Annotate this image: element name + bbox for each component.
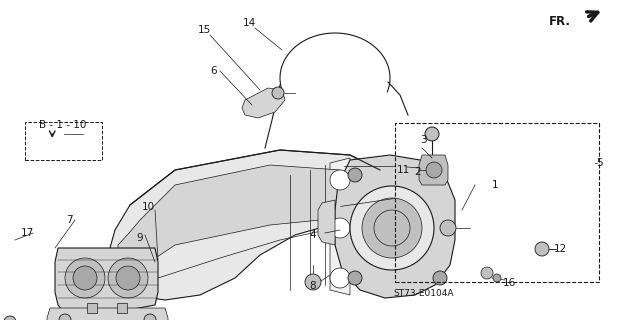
Polygon shape (335, 155, 455, 298)
Text: 2: 2 (415, 167, 421, 177)
Polygon shape (330, 158, 350, 295)
Text: 5: 5 (597, 158, 603, 168)
Circle shape (73, 266, 97, 290)
Text: 7: 7 (66, 215, 73, 225)
Circle shape (59, 314, 71, 320)
Circle shape (108, 258, 148, 298)
Polygon shape (118, 165, 370, 270)
Polygon shape (419, 155, 448, 185)
Polygon shape (108, 150, 385, 300)
Text: 14: 14 (242, 18, 255, 28)
Text: ST73-E0104A: ST73-E0104A (394, 289, 454, 298)
Text: 15: 15 (197, 25, 211, 35)
Circle shape (330, 218, 350, 238)
Circle shape (440, 220, 456, 236)
Circle shape (348, 271, 362, 285)
Polygon shape (55, 248, 158, 310)
Text: 10: 10 (141, 202, 155, 212)
Text: 9: 9 (137, 233, 143, 243)
Circle shape (493, 274, 501, 282)
Circle shape (362, 198, 422, 258)
Circle shape (426, 162, 442, 178)
Text: 3: 3 (420, 135, 426, 145)
Circle shape (330, 268, 350, 288)
Text: 8: 8 (310, 281, 317, 291)
Polygon shape (318, 200, 335, 245)
Circle shape (272, 87, 284, 99)
Circle shape (4, 316, 16, 320)
Text: 4: 4 (310, 230, 317, 240)
Text: 6: 6 (211, 66, 217, 76)
Circle shape (481, 267, 493, 279)
Text: FR.: FR. (549, 15, 571, 28)
Polygon shape (47, 308, 168, 320)
Circle shape (425, 127, 439, 141)
Circle shape (116, 266, 140, 290)
Bar (117, 303, 127, 313)
Bar (87, 303, 97, 313)
Circle shape (348, 168, 362, 182)
Text: 12: 12 (554, 244, 567, 254)
Circle shape (433, 168, 447, 182)
Bar (395, 123, 599, 282)
Circle shape (433, 271, 447, 285)
Text: 1: 1 (492, 180, 498, 190)
Text: 16: 16 (503, 278, 515, 288)
Circle shape (65, 258, 105, 298)
Circle shape (305, 274, 321, 290)
Text: 17: 17 (20, 228, 34, 238)
Polygon shape (242, 88, 285, 118)
Circle shape (144, 314, 156, 320)
Bar (25, 122, 102, 160)
Circle shape (330, 170, 350, 190)
Circle shape (350, 186, 434, 270)
Text: 11: 11 (396, 165, 410, 175)
Circle shape (535, 242, 549, 256)
Text: B - 1 - 10: B - 1 - 10 (39, 120, 87, 131)
